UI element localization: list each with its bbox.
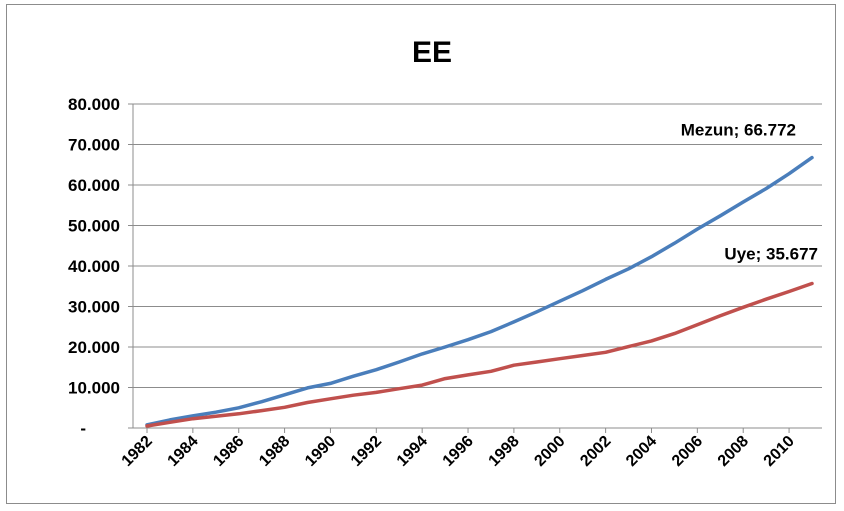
y-tick-label: 60.000 xyxy=(68,176,120,195)
y-tick-label: 20.000 xyxy=(68,338,120,357)
chart-title: EE xyxy=(412,36,452,69)
series-lines xyxy=(145,155,814,428)
data-labels: Mezun; 66.772 Uye; 35.677 xyxy=(681,121,818,264)
x-axis-ticks: 1982 1984 1986 1988 1990 1992 1994 1996 1998 2000… xyxy=(119,433,798,470)
y-tick-label: 80.000 xyxy=(68,95,120,114)
x-tick-label: 2000 xyxy=(531,433,568,470)
x-tick-label: 2002 xyxy=(577,433,614,470)
x-tick-label: 2004 xyxy=(623,433,660,470)
x-tick-label: 2010 xyxy=(761,433,798,470)
x-tick-label: 1988 xyxy=(256,433,293,470)
x-tick-label: 1984 xyxy=(165,433,202,470)
x-tick-label: 2008 xyxy=(715,433,752,470)
x-tick-label: 2006 xyxy=(669,433,706,470)
data-label-mezun: Mezun; 66.772 xyxy=(681,121,796,140)
x-tick-label: 1990 xyxy=(302,433,339,470)
y-tick-label: 30.000 xyxy=(68,298,120,317)
chart-frame xyxy=(6,4,836,504)
x-tick-label: 1992 xyxy=(348,433,385,470)
series-line-mezun xyxy=(145,155,814,427)
y-tick-label: 40.000 xyxy=(68,257,120,276)
series-line-uye xyxy=(145,281,814,428)
x-tick-label: 1998 xyxy=(486,433,523,470)
x-tick-label: 1986 xyxy=(210,433,247,470)
axes xyxy=(128,103,822,433)
x-tick-label: 1996 xyxy=(440,433,477,470)
grid-lines xyxy=(133,103,822,388)
y-tick-label: 10.000 xyxy=(68,379,120,398)
x-tick-label: 1982 xyxy=(119,433,156,470)
data-label-uye: Uye; 35.677 xyxy=(724,245,818,264)
y-tick-label: 50.000 xyxy=(68,217,120,236)
x-tick-label: 1994 xyxy=(394,433,431,470)
y-axis-ticks: - 10.000 20.000 30.000 40.000 50.000 60.000 70.… xyxy=(68,95,120,438)
y-tick-label: - xyxy=(80,419,86,438)
y-tick-label: 70.000 xyxy=(68,136,120,155)
